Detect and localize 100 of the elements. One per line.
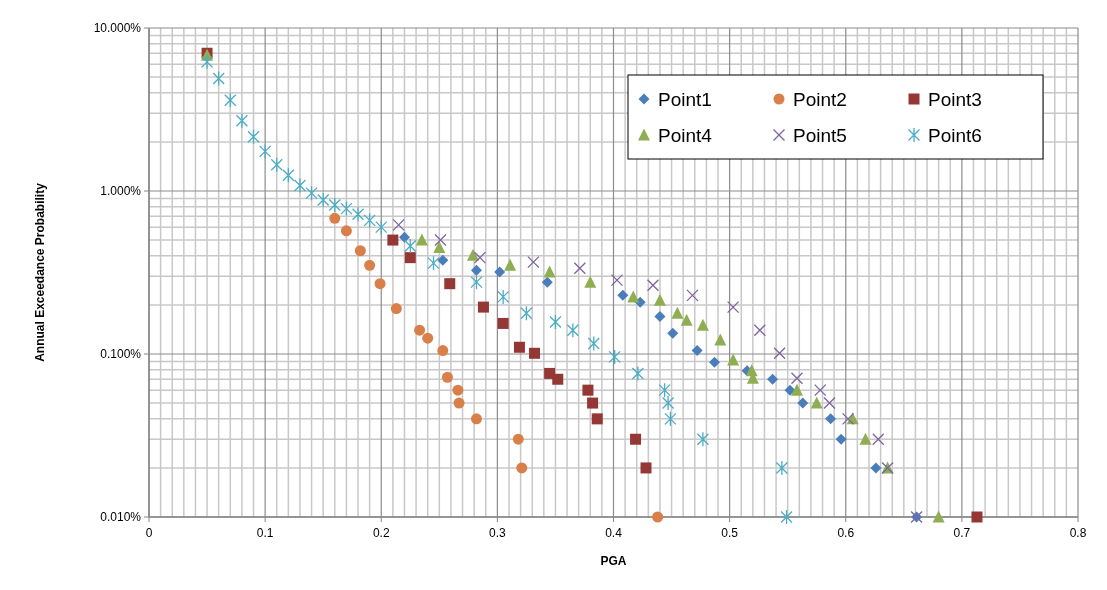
point bbox=[814, 384, 827, 397]
legend-label: Point1 bbox=[658, 89, 712, 110]
point bbox=[363, 212, 376, 229]
x-tick-label: 0.5 bbox=[721, 526, 739, 540]
point bbox=[470, 264, 482, 276]
point bbox=[437, 345, 449, 357]
point bbox=[825, 413, 837, 425]
point bbox=[375, 219, 388, 235]
point bbox=[691, 345, 703, 357]
point bbox=[640, 462, 652, 474]
point bbox=[444, 278, 456, 290]
point bbox=[582, 384, 594, 396]
point bbox=[317, 192, 330, 208]
point bbox=[427, 255, 440, 271]
point bbox=[437, 254, 449, 266]
y-tick-label: 10.000% bbox=[93, 21, 142, 35]
point bbox=[504, 258, 517, 271]
point bbox=[433, 241, 446, 254]
point bbox=[282, 167, 295, 183]
point bbox=[404, 238, 417, 254]
point bbox=[646, 279, 660, 292]
point bbox=[714, 333, 727, 346]
x-axis-title: PGA bbox=[600, 554, 627, 568]
point bbox=[494, 266, 506, 278]
point bbox=[780, 509, 793, 525]
legend-label: Point5 bbox=[793, 125, 847, 146]
point bbox=[520, 305, 533, 321]
point bbox=[512, 433, 524, 445]
x-tick-label: 0.7 bbox=[953, 526, 971, 540]
x-tick-label: 0.2 bbox=[372, 526, 390, 540]
point bbox=[841, 412, 855, 426]
x-tick-label: 0.4 bbox=[605, 526, 623, 540]
point bbox=[497, 317, 509, 329]
point bbox=[415, 233, 428, 246]
x-tick-label: 0.6 bbox=[837, 526, 855, 540]
point bbox=[387, 234, 399, 246]
point bbox=[364, 259, 376, 271]
y-tick-label: 0.100% bbox=[100, 347, 142, 361]
point bbox=[686, 289, 699, 302]
point bbox=[247, 129, 260, 145]
point bbox=[627, 290, 640, 303]
point bbox=[354, 245, 366, 257]
point bbox=[630, 433, 642, 445]
point bbox=[529, 347, 541, 359]
point bbox=[870, 462, 882, 474]
point bbox=[859, 432, 872, 445]
x-tick-label: 0.3 bbox=[489, 526, 507, 540]
point bbox=[810, 396, 823, 409]
point bbox=[652, 511, 664, 523]
point bbox=[398, 231, 410, 243]
point bbox=[258, 143, 272, 160]
point bbox=[667, 327, 679, 339]
point bbox=[591, 413, 603, 425]
point bbox=[971, 511, 983, 523]
point bbox=[293, 177, 307, 194]
point bbox=[270, 157, 283, 173]
legend-label: Point2 bbox=[793, 89, 847, 110]
point bbox=[305, 185, 318, 201]
point bbox=[434, 233, 447, 247]
point bbox=[709, 356, 721, 368]
point bbox=[823, 396, 836, 410]
point bbox=[473, 251, 487, 264]
point bbox=[696, 431, 710, 447]
point bbox=[617, 289, 629, 301]
point bbox=[453, 397, 465, 409]
point bbox=[328, 197, 341, 213]
point bbox=[541, 276, 553, 288]
point bbox=[200, 54, 214, 70]
point bbox=[466, 248, 479, 261]
point bbox=[340, 225, 352, 237]
point bbox=[727, 353, 740, 366]
point bbox=[212, 70, 225, 87]
point bbox=[790, 372, 804, 385]
point bbox=[753, 324, 766, 337]
point bbox=[390, 303, 402, 315]
point bbox=[654, 310, 666, 322]
point bbox=[441, 371, 453, 383]
point bbox=[340, 200, 353, 217]
point bbox=[513, 341, 525, 353]
legend-label: Point3 bbox=[928, 89, 982, 110]
point bbox=[664, 411, 677, 427]
legend-label: Point4 bbox=[658, 125, 713, 146]
y-tick-label: 1.000% bbox=[100, 184, 142, 198]
point bbox=[477, 301, 489, 313]
point bbox=[470, 274, 483, 290]
point bbox=[932, 510, 945, 523]
point bbox=[374, 278, 386, 290]
point bbox=[552, 373, 564, 385]
point bbox=[653, 293, 666, 306]
point bbox=[497, 289, 510, 305]
point bbox=[549, 314, 562, 330]
point bbox=[329, 212, 341, 224]
point bbox=[775, 460, 789, 476]
point bbox=[414, 324, 426, 336]
y-tick-label: 0.010% bbox=[100, 510, 142, 524]
point bbox=[543, 265, 556, 278]
point bbox=[516, 462, 528, 474]
point bbox=[797, 397, 809, 409]
point bbox=[608, 349, 621, 365]
point bbox=[470, 413, 482, 425]
